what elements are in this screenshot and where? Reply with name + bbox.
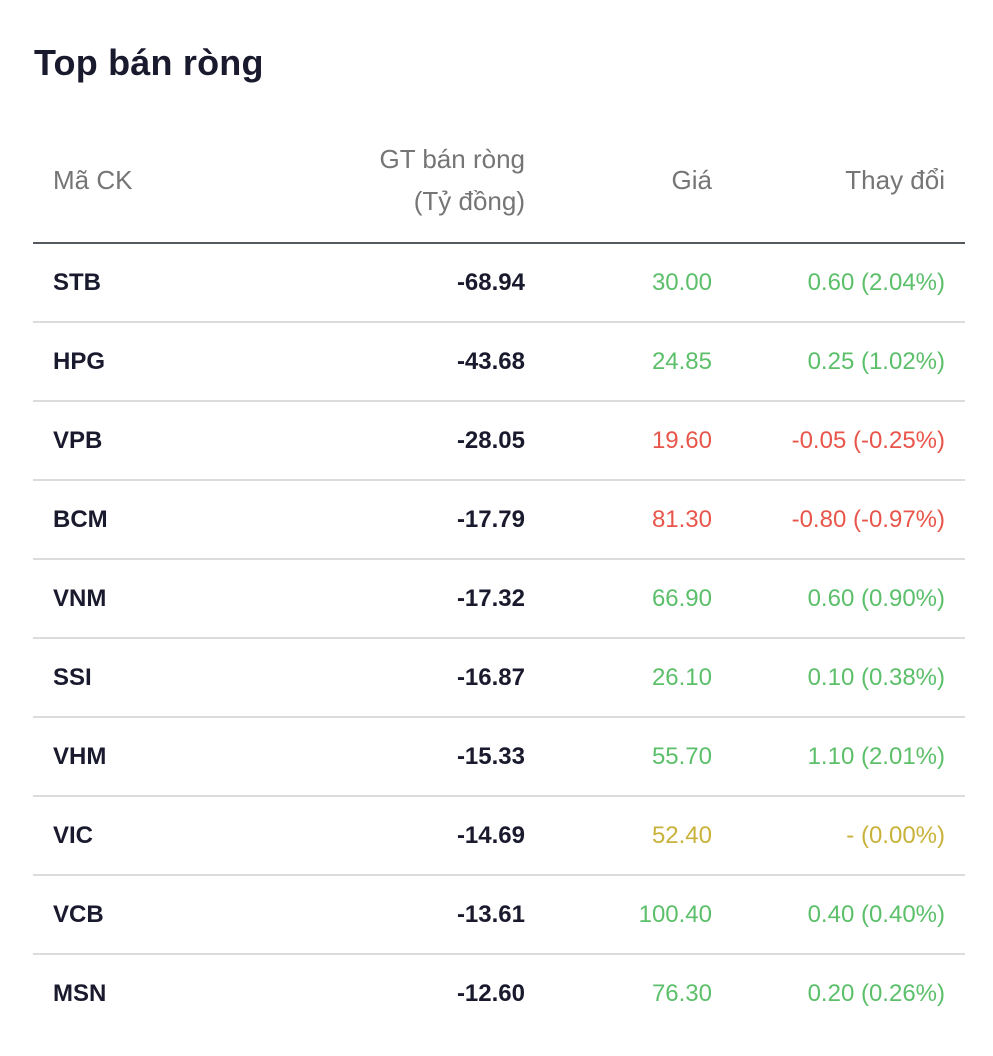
table-row[interactable]: MSN -12.60 76.30 0.20 (0.26%) xyxy=(33,955,965,1032)
net-sell-value: -12.60 xyxy=(456,980,525,1007)
price-change: 0.60 (0.90%) xyxy=(807,585,945,612)
stock-code[interactable]: VCB xyxy=(53,901,104,928)
stock-code[interactable]: STB xyxy=(53,269,101,296)
table-row[interactable]: VHM -15.33 55.70 1.10 (2.01%) xyxy=(33,718,965,797)
column-header-net-sell-value: GT bán ròng (Tỷ đồng) xyxy=(379,138,525,222)
price: 52.40 xyxy=(651,822,712,849)
widget-title: Top bán ròng xyxy=(34,42,264,83)
stock-code[interactable]: BCM xyxy=(53,506,108,533)
table-row[interactable]: HPG -43.68 24.85 0.25 (1.02%) xyxy=(33,323,965,402)
table-row[interactable]: STB -68.94 30.00 0.60 (2.04%) xyxy=(33,244,965,323)
net-sell-table: Mã CK GT bán ròng (Tỷ đồng) Giá Thay đổi… xyxy=(33,122,965,1032)
column-header-net-sell-value-line1: GT bán ròng xyxy=(379,144,525,174)
net-sell-value: -15.33 xyxy=(456,743,525,770)
stock-code[interactable]: VHM xyxy=(53,743,107,770)
net-sell-value: -17.79 xyxy=(456,506,525,533)
table-row[interactable]: VPB -28.05 19.60 -0.05 (-0.25%) xyxy=(33,402,965,481)
price-change: 0.40 (0.40%) xyxy=(807,901,945,928)
price-change: 0.60 (2.04%) xyxy=(807,269,945,296)
price: 55.70 xyxy=(651,743,712,770)
table-row[interactable]: SSI -16.87 26.10 0.10 (0.38%) xyxy=(33,639,965,718)
price: 30.00 xyxy=(651,269,712,296)
table-header: Mã CK GT bán ròng (Tỷ đồng) Giá Thay đổi xyxy=(33,122,965,244)
price: 76.30 xyxy=(651,980,712,1007)
price-change: - (0.00%) xyxy=(846,822,945,849)
net-sell-value: -14.69 xyxy=(456,822,525,849)
price: 81.30 xyxy=(651,506,712,533)
stock-code[interactable]: MSN xyxy=(53,980,107,1007)
column-header-change: Thay đổi xyxy=(845,165,945,195)
price-change: 0.20 (0.26%) xyxy=(807,980,945,1007)
column-header-price: Giá xyxy=(671,165,712,195)
stock-code[interactable]: VNM xyxy=(53,585,107,612)
net-sell-value: -43.68 xyxy=(456,348,525,375)
table-row[interactable]: VNM -17.32 66.90 0.60 (0.90%) xyxy=(33,560,965,639)
stock-code[interactable]: VIC xyxy=(53,822,94,849)
column-header-code: Mã CK xyxy=(53,165,133,195)
stock-code[interactable]: VPB xyxy=(53,427,103,454)
price-change: 0.10 (0.38%) xyxy=(807,664,945,691)
net-sell-value: -17.32 xyxy=(456,585,525,612)
price: 19.60 xyxy=(651,427,712,454)
table-body: STB -68.94 30.00 0.60 (2.04%) HPG -43.68… xyxy=(33,244,965,1032)
net-sell-value: -13.61 xyxy=(456,901,525,928)
price-change: 0.25 (1.02%) xyxy=(807,348,945,375)
price-change: 1.10 (2.01%) xyxy=(807,743,945,770)
net-sell-value: -68.94 xyxy=(456,269,525,296)
table-row[interactable]: BCM -17.79 81.30 -0.80 (-0.97%) xyxy=(33,481,965,560)
price-change: -0.05 (-0.25%) xyxy=(791,427,945,454)
stock-code[interactable]: SSI xyxy=(53,664,92,691)
column-header-net-sell-value-line2: (Tỷ đồng) xyxy=(413,186,525,216)
price: 26.10 xyxy=(651,664,712,691)
net-sell-value: -28.05 xyxy=(456,427,525,454)
price-change: -0.80 (-0.97%) xyxy=(791,506,945,533)
stock-code[interactable]: HPG xyxy=(53,348,106,375)
price: 100.40 xyxy=(638,901,712,928)
table-row[interactable]: VCB -13.61 100.40 0.40 (0.40%) xyxy=(33,876,965,955)
price: 24.85 xyxy=(651,348,712,375)
net-sell-value: -16.87 xyxy=(456,664,525,691)
price: 66.90 xyxy=(651,585,712,612)
table-row[interactable]: VIC -14.69 52.40 - (0.00%) xyxy=(33,797,965,876)
